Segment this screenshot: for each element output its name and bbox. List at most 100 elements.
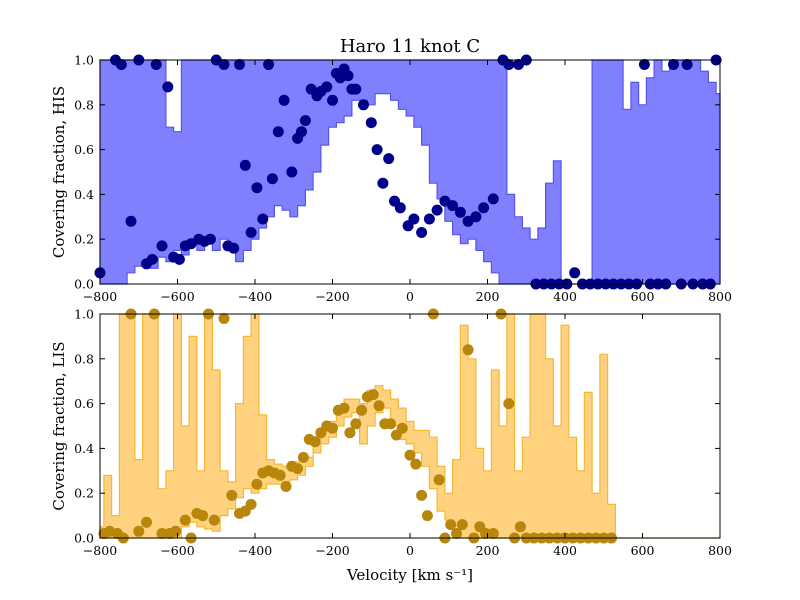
lis-data-point xyxy=(385,418,397,430)
his-data-point xyxy=(218,59,230,70)
lis-data-point xyxy=(451,528,462,539)
y-tick-label: 0.4 xyxy=(74,187,94,202)
lis-data-point xyxy=(433,474,445,486)
x-tick-label: −400 xyxy=(238,543,272,558)
lis-data-point xyxy=(170,525,182,537)
lis-data-point xyxy=(356,404,368,416)
his-data-point xyxy=(394,202,406,214)
lis-data-point xyxy=(280,481,292,492)
his-data-point xyxy=(503,59,515,70)
lis-data-point xyxy=(179,514,191,526)
y-tick-label: 0.8 xyxy=(74,97,94,112)
lis-data-point xyxy=(245,498,257,510)
lis-data-point xyxy=(208,514,220,526)
y-tick-label: 0.8 xyxy=(74,351,94,366)
lis-data-point xyxy=(309,436,321,448)
his-data-point xyxy=(416,227,428,238)
x-tick-label: 600 xyxy=(631,289,655,304)
his-data-point xyxy=(162,81,174,93)
y-tick-label: 1.0 xyxy=(74,53,94,68)
lis-data-point xyxy=(133,525,145,537)
his-data-point xyxy=(173,253,185,265)
his-data-point xyxy=(266,173,278,185)
x-tick-label: −200 xyxy=(315,543,349,558)
x-tick-label: −600 xyxy=(160,289,194,304)
his-data-point xyxy=(478,202,490,214)
his-data-point xyxy=(423,213,435,225)
lis-band-area xyxy=(99,313,720,539)
lis-ticks: −800 −600 −400 −200 0 200 400 600 800 0.0 0.2 0.4 0.… xyxy=(74,307,732,559)
his-data-point xyxy=(681,59,693,70)
lis-data-point xyxy=(218,313,230,324)
lis-y-axis-label: Covering fraction, LIS xyxy=(50,341,68,510)
x-axis-label: Velocity [km s⁻¹] xyxy=(346,566,473,584)
his-data-point xyxy=(156,240,168,252)
x-tick-label: 0 xyxy=(406,543,414,558)
x-tick-label: 400 xyxy=(553,289,577,304)
his-data-point xyxy=(228,242,240,254)
chart-title: Haro 11 knot C xyxy=(340,36,480,57)
lis-data-point xyxy=(404,449,416,461)
his-data-point xyxy=(365,117,377,129)
his-data-point xyxy=(447,200,459,212)
his-data-point xyxy=(454,206,466,218)
his-data-point xyxy=(327,94,338,106)
x-tick-label: 0 xyxy=(406,289,414,304)
his-data-point xyxy=(377,177,389,189)
lis-data-point xyxy=(480,528,492,539)
x-tick-label: −800 xyxy=(83,289,117,304)
his-band-area xyxy=(99,59,721,285)
his-data-point xyxy=(204,233,216,245)
his-data-point xyxy=(257,213,269,225)
his-data-point xyxy=(251,182,263,194)
lis-data-point xyxy=(344,427,356,439)
his-data-point xyxy=(358,99,369,111)
his-data-point xyxy=(299,115,311,126)
his-data-point xyxy=(668,59,679,70)
lis-data-point xyxy=(445,519,457,531)
his-data-point xyxy=(278,94,290,106)
lis-data-point xyxy=(503,398,515,410)
his-data-point xyxy=(296,126,307,138)
x-tick-label: 200 xyxy=(476,543,500,558)
lis-data-point xyxy=(156,528,168,539)
his-data-point xyxy=(383,153,395,165)
lis-data-point xyxy=(226,489,238,501)
his-data-point xyxy=(350,83,362,95)
x-tick-label: 400 xyxy=(553,543,577,558)
his-data-point xyxy=(245,227,257,238)
lis-data-point xyxy=(350,418,362,430)
his-data-point xyxy=(342,70,354,82)
his-data-point xyxy=(638,59,650,70)
panel-his: −800 −600 −400 −200 0 200 400 600 800 0.0 0.2 0.4 0.… xyxy=(50,53,732,305)
lis-data-point xyxy=(197,510,209,522)
his-data-point xyxy=(150,59,162,70)
his-data-point xyxy=(431,204,443,216)
his-data-point xyxy=(371,144,383,156)
lis-data-point xyxy=(373,400,385,412)
his-covering-band xyxy=(99,59,721,285)
panel-lis: −800 −600 −400 −200 0 200 400 600 800 0.0 0.2 0.4 0.… xyxy=(50,307,732,559)
lis-data-point xyxy=(487,528,499,539)
lis-data-point xyxy=(410,458,422,470)
lis-data-point xyxy=(367,389,379,401)
his-data-point xyxy=(234,59,245,70)
y-tick-label: 1.0 xyxy=(74,307,94,322)
his-data-point xyxy=(272,126,284,138)
x-tick-label: 800 xyxy=(708,289,732,304)
his-data-point xyxy=(146,253,158,265)
lis-data-point xyxy=(514,521,526,533)
x-tick-label: −400 xyxy=(238,289,272,304)
y-tick-label: 0.4 xyxy=(74,441,94,456)
his-data-point xyxy=(263,59,275,70)
his-data-point xyxy=(125,215,137,227)
y-tick-label: 0.0 xyxy=(74,531,94,546)
his-data-point xyxy=(470,211,482,223)
his-ticks: −800 −600 −400 −200 0 200 400 600 800 0.0 0.2 0.4 0.… xyxy=(74,53,732,305)
lis-data-point xyxy=(251,478,263,490)
lis-data-point xyxy=(462,344,474,356)
his-data-point xyxy=(115,59,127,70)
y-tick-label: 0.6 xyxy=(74,396,94,411)
lis-data-point xyxy=(141,516,152,528)
